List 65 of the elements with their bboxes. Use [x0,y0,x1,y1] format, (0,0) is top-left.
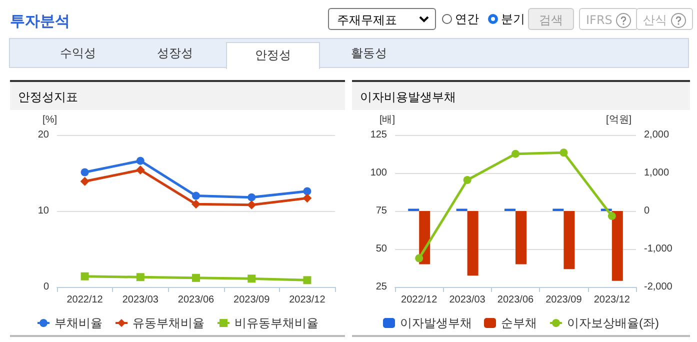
chart-title: 안정성지표 [10,80,345,110]
y-tick-label: 20 [38,130,50,140]
y-tick-label: 25 [376,282,388,292]
x-tick-label: 2023/03 [122,294,159,306]
legend-label: 순부채 [501,316,538,330]
point [247,200,256,210]
x-tick-label: 2023/09 [234,294,270,306]
y-tick-label: 125 [370,130,388,140]
legend-label: 유동부채비율 [132,316,204,330]
legend-label: 부채비율 [54,316,102,330]
y2-tick-label: -1,000 [644,244,673,254]
text: 산식 [636,8,693,30]
y-axis-title: [배] [379,114,396,126]
point [192,274,200,282]
point [415,254,424,262]
legend-label: 비유동부채비율 [234,316,318,330]
dropdown: 주재무제표 [328,8,436,30]
text: 성장성 [156,45,194,62]
x-tick-label: 2023/06 [178,294,215,306]
y-tick-label: 10 [38,206,50,216]
x-tick-label: 2023/06 [497,294,534,306]
point [80,176,90,186]
point [248,274,256,283]
y2-tick-label: 1,000 [644,168,670,178]
text: IFRS [579,8,638,30]
x-tick-label: 2022/12 [66,294,104,306]
point [192,200,200,209]
y-tick-label: 75 [376,206,388,216]
y-tick-label: 0 [43,282,50,292]
text: 분기 [500,11,525,28]
text: 수익성 [59,45,97,62]
point [136,273,144,282]
x-tick-label: 2023/12 [594,294,630,306]
point [512,150,520,158]
point [192,192,200,200]
point [80,272,89,280]
x-tick-label: 2022/12 [401,294,438,306]
x-tick-label: 2023/09 [546,294,582,306]
text: 투자분석 [10,12,70,31]
point [136,156,144,165]
legend-label: 이자보상배율(좌) [567,316,660,330]
point [303,187,312,196]
y2-tick-label: 0 [644,206,650,216]
y2-axis-title: [억원] [606,114,632,126]
legend-label: 이자발생부채 [400,316,472,330]
y-axis-title: [%] [42,114,58,126]
point [302,194,312,203]
y-tick-label: 100 [370,168,388,178]
point [608,212,616,220]
point [463,176,472,184]
point [560,148,568,157]
y2-tick-label: 2,000 [644,130,670,140]
text: 연간 [454,11,479,28]
text: 활동성 [350,45,388,62]
chart-title: 이자비용발생부채 [352,80,690,110]
point [303,276,312,284]
x-tick-label: 2023/03 [449,294,486,306]
text: 검색 [528,8,574,30]
text: 안정성 [226,42,320,69]
y-tick-label: 50 [376,244,388,254]
point [80,168,89,176]
point [248,193,256,202]
point [136,165,145,174]
y2-tick-label: -2,000 [644,282,673,292]
x-tick-label: 2023/12 [289,294,326,306]
